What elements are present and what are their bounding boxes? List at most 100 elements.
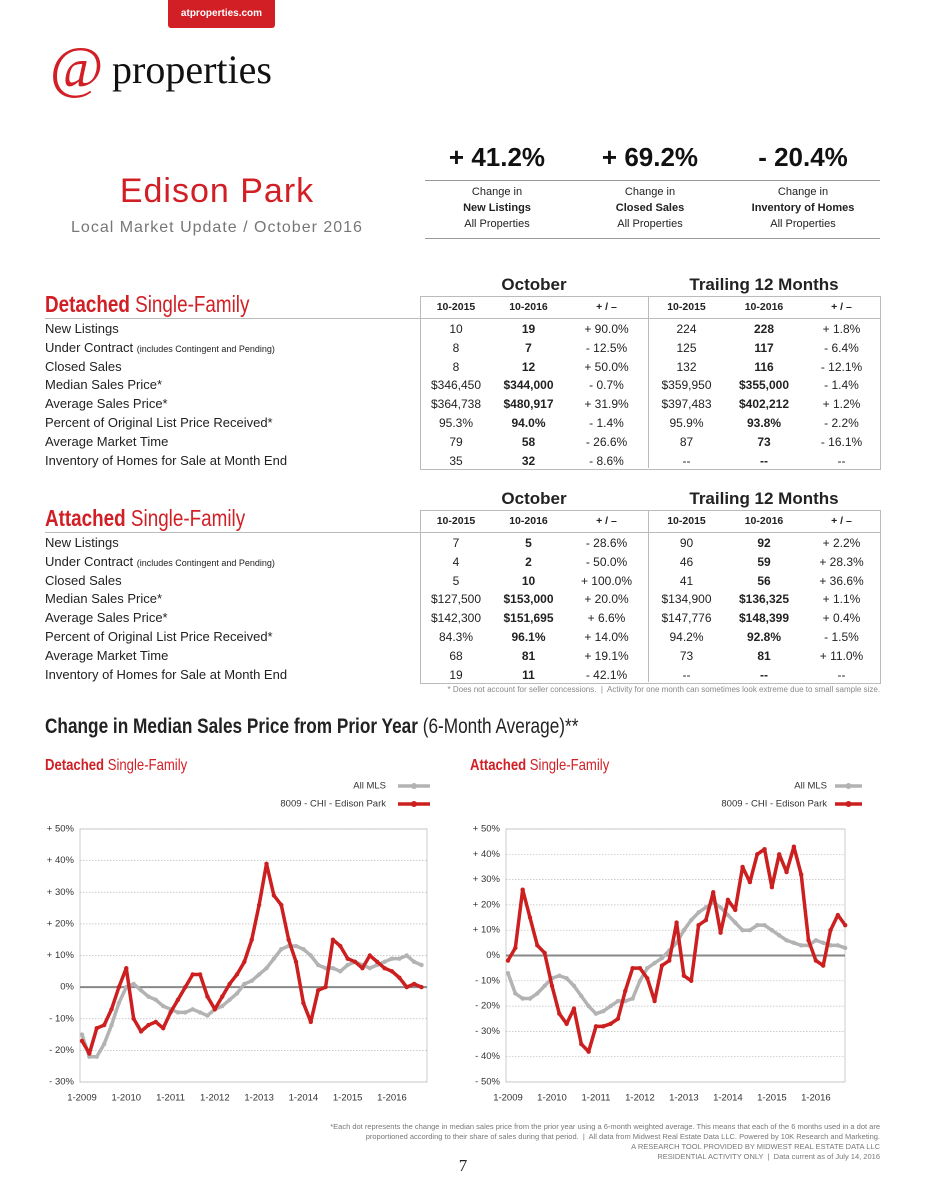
data-point — [513, 991, 518, 996]
kpi-text: Inventory of Homes — [751, 202, 855, 214]
data-point — [608, 1021, 613, 1027]
data-point — [367, 953, 373, 958]
cell: $364,738 — [430, 397, 482, 412]
data-point — [183, 984, 188, 990]
y-tick-label: - 50% — [475, 1077, 500, 1088]
kpi-text: Change in — [777, 186, 829, 198]
site-link[interactable]: atproperties.com — [180, 8, 263, 19]
data-point — [733, 907, 738, 913]
cell: -- — [837, 667, 846, 682]
y-tick-label: + 50% — [473, 824, 501, 835]
data-point — [674, 940, 679, 946]
y-tick-label: + 30% — [473, 874, 501, 885]
data-point — [242, 981, 247, 987]
row-label: Median Sales Price* — [45, 591, 162, 606]
x-tick-label: 1-2016 — [801, 1093, 831, 1104]
legend-dot — [411, 783, 417, 789]
cell: - 26.6% — [585, 434, 628, 449]
data-point — [505, 971, 511, 976]
data-point — [806, 938, 811, 943]
y-tick-label: - 30% — [49, 1077, 74, 1088]
cell: 35 — [449, 453, 463, 468]
column-header: 10-2016 — [744, 301, 784, 313]
cell: -- — [682, 453, 691, 468]
kpi-value: + 69.2% — [601, 142, 699, 172]
cell: 7 — [525, 340, 532, 355]
data-point — [681, 973, 687, 978]
data-point — [586, 1049, 591, 1054]
data-point — [791, 844, 797, 849]
data-point — [835, 943, 841, 948]
data-point — [527, 996, 533, 1001]
footer-text: A RESEARCH TOOL PROVIDED BY MIDWEST REAL… — [631, 1142, 880, 1151]
data-point — [674, 920, 679, 925]
cell: - 2.2% — [824, 416, 859, 430]
cell: - 1.4% — [589, 416, 624, 430]
kpi-text: All Properties — [770, 218, 836, 230]
data-point — [94, 1054, 99, 1059]
cell: $402,212 — [738, 397, 790, 412]
data-point — [220, 994, 225, 999]
cell: $142,300 — [430, 611, 482, 626]
row-label-text: New Listings — [45, 321, 119, 336]
row-label-text: Closed Sales — [45, 572, 122, 588]
data-point — [205, 1013, 210, 1018]
cell: 10 — [521, 573, 536, 588]
cell: $151,695 — [503, 611, 554, 626]
data-point — [131, 1016, 136, 1021]
data-point — [791, 940, 797, 946]
y-tick-label: + 10% — [47, 950, 75, 961]
data-point — [659, 955, 665, 961]
data-point — [645, 976, 650, 981]
data-point — [630, 996, 635, 1001]
cell: - 28.6% — [585, 536, 628, 550]
data-point — [279, 902, 284, 908]
cell: - 12.5% — [585, 340, 628, 355]
data-point — [301, 946, 306, 952]
data-point — [505, 958, 511, 963]
data-point — [520, 996, 525, 1001]
data-point — [747, 879, 753, 885]
data-point — [190, 972, 195, 977]
data-point — [689, 917, 694, 923]
cell: $153,000 — [503, 592, 554, 607]
data-point — [109, 1007, 114, 1012]
cell: 90 — [679, 536, 694, 550]
data-point — [264, 861, 269, 866]
data-point — [542, 983, 547, 989]
data-point — [806, 943, 811, 948]
cell: + 28.3% — [819, 554, 864, 569]
data-point — [828, 928, 833, 933]
kpi-text: New Listings — [463, 202, 531, 214]
data-point — [389, 969, 395, 974]
data-point — [813, 958, 819, 963]
chart-title-rest: Single-Family — [107, 757, 188, 774]
data-point — [549, 976, 555, 981]
data-point — [375, 959, 380, 965]
data-point — [784, 869, 789, 875]
data-point — [227, 981, 232, 987]
data-point — [389, 956, 395, 961]
x-tick-label: 1-2009 — [493, 1093, 523, 1104]
y-tick-label: - 10% — [475, 975, 500, 986]
x-tick-label: 1-2010 — [111, 1093, 141, 1104]
x-tick-label: 1-2012 — [625, 1093, 655, 1104]
cell: - 1.5% — [824, 630, 859, 644]
data-point — [623, 998, 628, 1004]
y-tick-label: - 30% — [475, 1026, 500, 1037]
data-point — [762, 847, 767, 852]
cell: 73 — [679, 648, 694, 663]
logo-at: @ — [50, 35, 104, 100]
column-header: + / – — [596, 515, 617, 527]
data-point — [733, 920, 738, 925]
row-label: Average Market Time — [45, 434, 168, 449]
data-point — [718, 905, 723, 910]
data-point — [286, 937, 291, 942]
data-point — [146, 1022, 151, 1028]
x-tick-label: 1-2014 — [289, 1093, 319, 1104]
x-tick-label: 1-2015 — [757, 1093, 787, 1104]
cell: 84.3% — [438, 630, 474, 644]
cell: -- — [837, 453, 846, 468]
data-point — [227, 997, 232, 1002]
row-label: Average Sales Price* — [45, 396, 168, 411]
